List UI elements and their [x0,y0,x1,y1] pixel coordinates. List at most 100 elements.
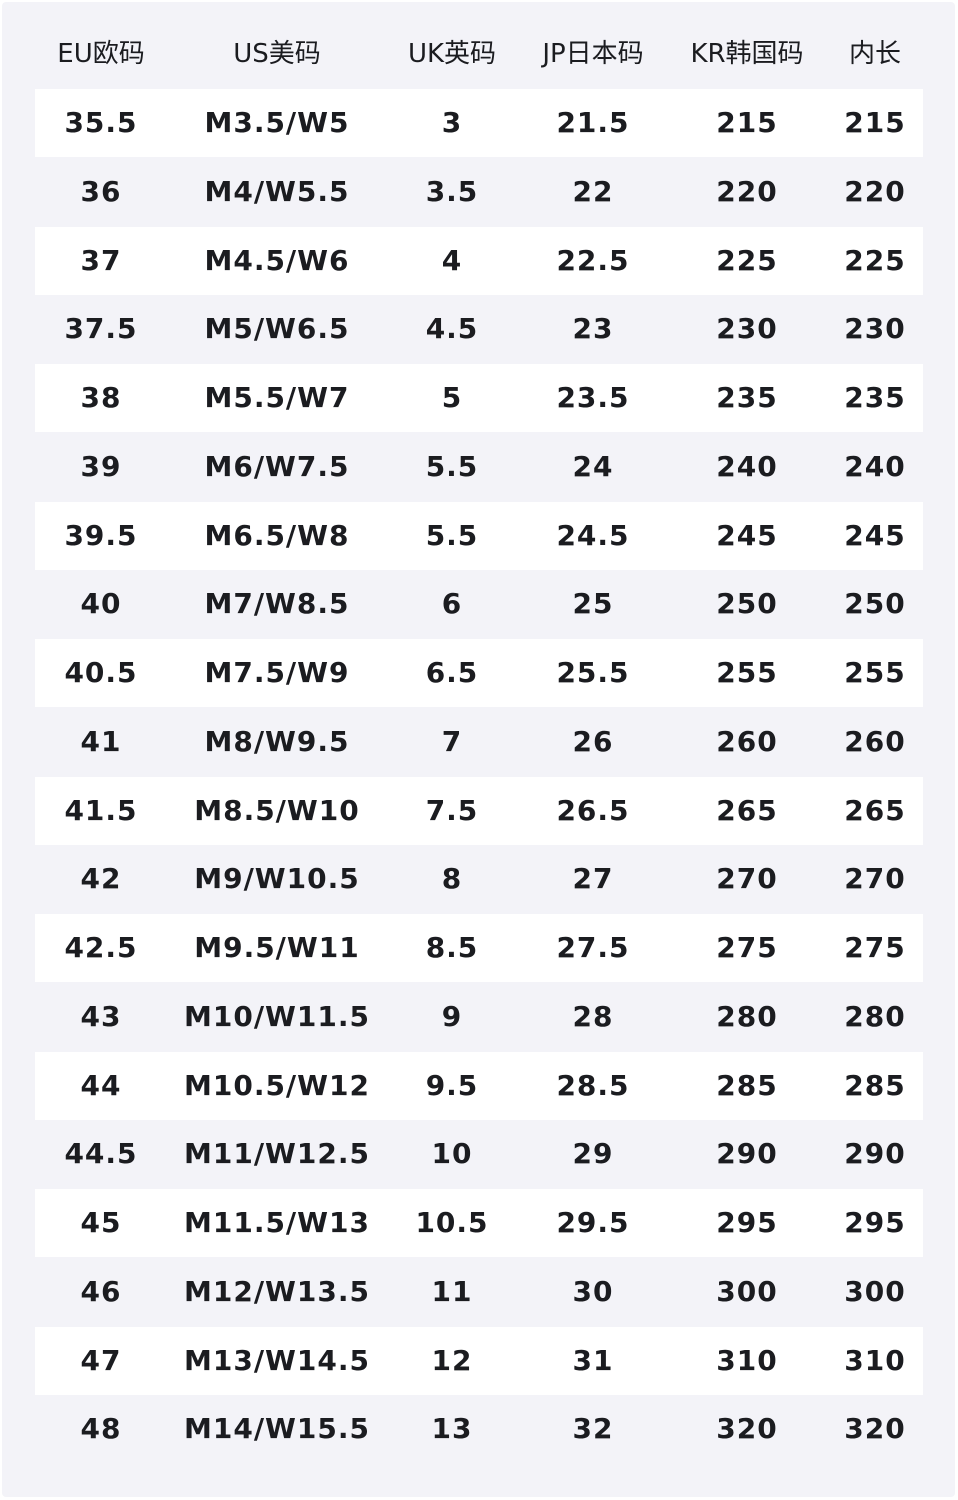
table-row: 40 M7/W8.5 6 25 250 250 [35,570,923,638]
cell-jp: 30 [572,1274,614,1308]
cell-us: M6/W7.5 [204,449,350,483]
cell-eu: 37 [80,243,122,277]
cell-eu: 41 [80,724,122,758]
cell-kr: 245 [716,518,778,552]
cell-us: M8.5/W10 [194,793,360,827]
cell-jp: 32 [572,1412,614,1446]
cell-kr: 275 [716,931,778,964]
cell-us: M3.5/W5 [204,106,350,139]
table-header: EU欧码 US美码 UK英码 JP日本码 KR韩国码 内长 [0,20,958,88]
cell-kr: 290 [716,1137,778,1171]
table-row: 35.5 M3.5/W5 3 21.5 215 215 [35,89,923,157]
cell-inner-length: 270 [844,862,906,896]
table-row: 44 M10.5/W12 9.5 28.5 285 285 [35,1051,923,1120]
cell-kr: 215 [716,106,778,139]
cell-jp: 23.5 [556,381,630,414]
cell-inner-length: 320 [844,1412,906,1446]
cell-inner-length: 300 [844,1274,906,1308]
cell-eu: 47 [80,1343,122,1377]
cell-jp: 29.5 [556,1206,630,1239]
cell-us: M9/W10.5 [194,862,360,896]
cell-kr: 225 [716,243,778,277]
table-row: 39 M6/W7.5 5.5 24 240 240 [35,433,923,501]
cell-jp: 31 [572,1343,614,1377]
header-uk: UK英码 [407,39,497,69]
header-us: US美码 [233,39,321,69]
cell-inner-length: 245 [844,518,906,552]
cell-kr: 230 [716,312,778,346]
cell-uk: 8.5 [425,931,479,964]
cell-jp: 24 [572,449,614,483]
cell-inner-length: 230 [844,312,906,346]
cell-inner-length: 310 [844,1343,906,1377]
cell-inner-length: 235 [844,381,906,414]
cell-us: M11.5/W13 [183,1206,371,1239]
cell-eu: 48 [80,1412,122,1446]
cell-kr: 270 [716,862,778,896]
cell-us: M11/W12.5 [183,1137,371,1171]
cell-uk: 4 [441,243,463,277]
cell-eu: 39.5 [64,518,138,552]
cell-jp: 22 [572,174,614,208]
cell-uk: 5 [441,381,463,414]
cell-eu: 39 [80,449,122,483]
cell-kr: 300 [716,1274,778,1308]
cell-uk: 6 [441,587,463,621]
table-row: 42.5 M9.5/W11 8.5 27.5 275 275 [35,914,923,982]
cell-jp: 27.5 [556,931,630,964]
cell-us: M6.5/W8 [204,518,350,552]
cell-uk: 7.5 [425,793,479,827]
table-row: 40.5 M7.5/W9 6.5 25.5 255 255 [35,639,923,707]
cell-eu: 35.5 [64,106,138,139]
cell-eu: 36 [80,174,122,208]
cell-kr: 310 [716,1343,778,1377]
cell-jp: 26.5 [556,793,630,827]
table-row: 43 M10/W11.5 9 28 280 280 [35,983,923,1051]
cell-us: M14/W15.5 [183,1412,371,1446]
cell-jp: 21.5 [556,106,630,139]
cell-inner-length: 285 [844,1068,906,1102]
cell-uk: 9.5 [425,1068,479,1102]
cell-inner-length: 260 [844,724,906,758]
cell-eu: 38 [80,381,122,414]
cell-us: M7.5/W9 [204,656,350,689]
cell-uk: 7 [441,724,463,758]
cell-inner-length: 220 [844,174,906,208]
cell-jp: 26 [572,724,614,758]
header-kr: KR韩国码 [690,39,804,69]
cell-us: M10.5/W12 [183,1068,371,1102]
cell-eu: 42.5 [64,931,138,964]
cell-jp: 28 [572,999,614,1033]
cell-eu: 37.5 [64,312,138,346]
cell-jp: 25.5 [556,656,630,689]
cell-us: M5/W6.5 [204,312,350,346]
cell-jp: 29 [572,1137,614,1171]
table-row: 37.5 M5/W6.5 4.5 23 230 230 [35,295,923,363]
cell-eu: 40.5 [64,656,138,689]
cell-uk: 9 [441,999,463,1033]
cell-eu: 40 [80,587,122,621]
cell-us: M13/W14.5 [183,1343,371,1377]
cell-kr: 235 [716,381,778,414]
cell-kr: 285 [716,1068,778,1102]
cell-eu: 42 [80,862,122,896]
cell-uk: 10.5 [415,1206,489,1239]
cell-uk: 6.5 [425,656,479,689]
header-eu: EU欧码 [57,39,145,69]
cell-inner-length: 225 [844,243,906,277]
cell-kr: 295 [716,1206,778,1239]
cell-us: M7/W8.5 [204,587,350,621]
cell-eu: 41.5 [64,793,138,827]
cell-kr: 260 [716,724,778,758]
table-row: 36 M4/W5.5 3.5 22 220 220 [35,158,923,226]
cell-uk: 8 [441,862,463,896]
table-row: 38 M5.5/W7 5 23.5 235 235 [35,364,923,432]
table-row: 41 M8/W9.5 7 26 260 260 [35,708,923,776]
cell-inner-length: 275 [844,931,906,964]
cell-eu: 44.5 [64,1137,138,1171]
cell-uk: 3 [441,106,463,139]
cell-us: M10/W11.5 [183,999,371,1033]
cell-us: M4/W5.5 [204,174,350,208]
cell-jp: 22.5 [556,243,630,277]
cell-uk: 4.5 [425,312,479,346]
